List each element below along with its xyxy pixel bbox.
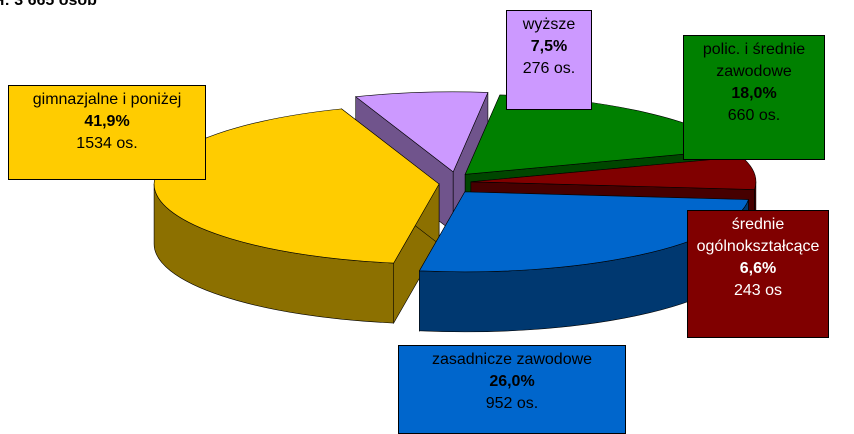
label-count: 660 os. (727, 107, 781, 124)
data-label: polic. i średnie zawodowe 18,0% 660 os. (683, 35, 825, 160)
label-name: średnie ogólnokształcące (696, 216, 820, 255)
label-percent: 6,6% (739, 260, 777, 277)
label-count: 952 os. (485, 395, 539, 412)
label-percent: 41,9% (84, 113, 130, 130)
slice (354, 91, 489, 173)
label-count: 243 os (733, 282, 783, 299)
label-count: 1534 os. (76, 135, 138, 152)
label-name: gimnazjalne i poniżej (32, 91, 182, 108)
label-percent: 26,0% (489, 373, 535, 390)
chart-title: ł: 3 665 osób (0, 0, 97, 9)
label-name: zasadnicze zawodowe (431, 351, 593, 368)
label-name: wyższe (522, 16, 576, 33)
data-label: średnie ogólnokształcące 6,6% 243 os (687, 210, 829, 338)
label-percent: 7,5% (530, 38, 568, 55)
label-count: 276 os. (522, 60, 576, 77)
data-label: gimnazjalne i poniżej 41,9% 1534 os. (8, 85, 206, 180)
slice (153, 108, 440, 264)
data-label: wyższe 7,5% 276 os. (506, 10, 592, 110)
label-name: polic. i średnie zawodowe (702, 41, 806, 80)
label-percent: 18,0% (731, 85, 777, 102)
data-label: zasadnicze zawodowe 26,0% 952 os. (398, 345, 626, 434)
